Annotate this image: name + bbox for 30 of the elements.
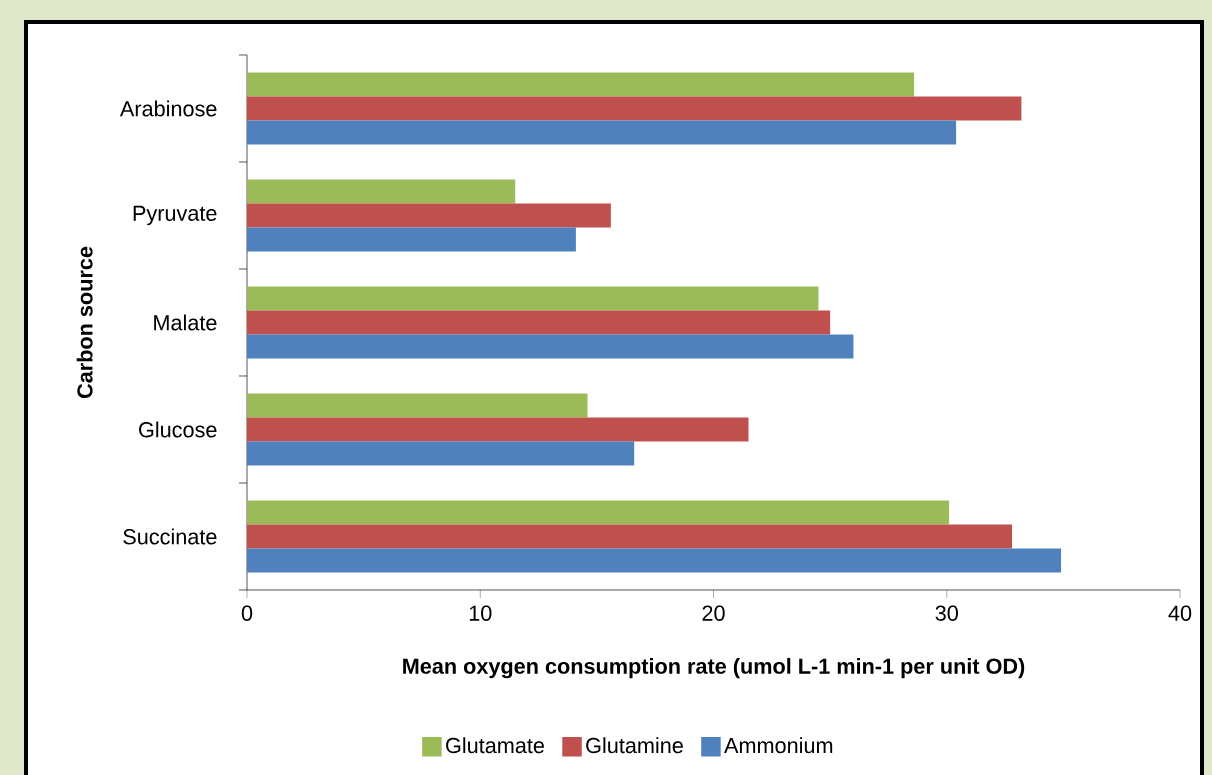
bar — [247, 393, 588, 418]
bar — [247, 120, 957, 145]
bar — [247, 441, 635, 466]
bar — [247, 227, 576, 252]
y-tick-label: Succinate — [123, 528, 217, 545]
x-tick-label: 10 — [469, 605, 492, 621]
bar — [247, 179, 516, 204]
bar — [247, 96, 1022, 121]
legend-label: Glutamine — [586, 737, 683, 754]
bar — [247, 286, 819, 311]
bar — [247, 334, 854, 359]
bar — [247, 310, 831, 335]
x-axis-title: Mean oxygen consumption rate (umol L-1 min-1 per unit OD) — [403, 657, 1025, 679]
x-tick-label: 20 — [702, 605, 725, 621]
bar — [247, 500, 950, 525]
bar — [247, 524, 1013, 549]
y-tick-label: Malate — [154, 314, 217, 331]
bar — [247, 72, 915, 97]
bar — [247, 417, 749, 442]
y-axis-title: Carbon source — [76, 246, 93, 399]
y-tick-label: Arabinose — [119, 100, 217, 117]
x-tick-label: 40 — [1168, 605, 1192, 621]
legend-label: Glutamate — [446, 737, 544, 754]
bar — [247, 548, 1062, 573]
x-tick-label: 0 — [241, 605, 253, 621]
bar — [247, 203, 611, 228]
x-tick-label: 30 — [935, 605, 958, 621]
y-tick-label: Pyruvate — [133, 205, 217, 226]
legend-label: Ammonium — [724, 737, 833, 754]
y-tick-label: Glucose — [139, 421, 217, 438]
